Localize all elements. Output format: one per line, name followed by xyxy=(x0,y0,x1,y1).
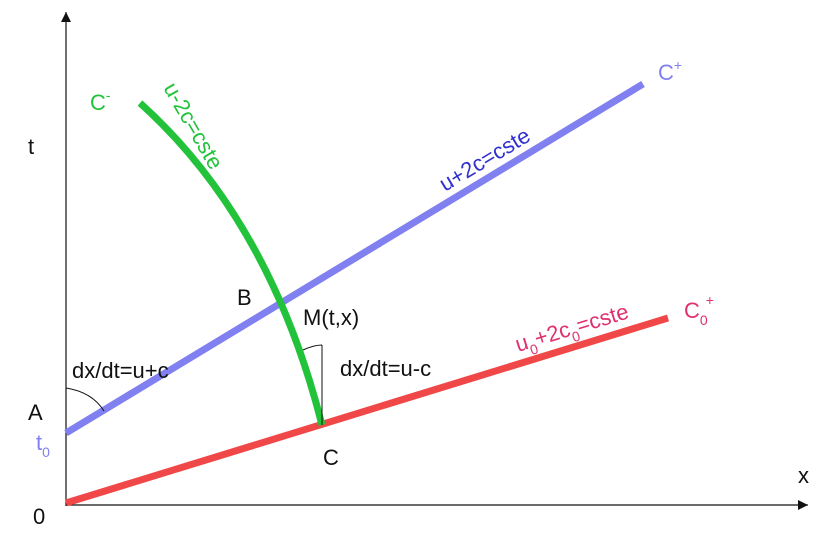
t-axis-label: t xyxy=(28,134,34,159)
origin-label: 0 xyxy=(33,504,45,529)
c-minus-curve xyxy=(137,100,326,426)
c-minus-label: C- xyxy=(90,87,111,115)
c-plus-label: C+ xyxy=(658,57,682,85)
c0-plus-label: C0+ xyxy=(684,292,714,328)
t0-label: t0 xyxy=(36,430,50,460)
slope-at-a: dx/dt=u+c xyxy=(72,358,169,383)
point-c: C xyxy=(323,445,339,470)
x-axis-label: x xyxy=(798,463,809,488)
slope-at-m: dx/dt=u-c xyxy=(340,356,431,381)
c0-plus-line xyxy=(64,314,670,507)
point-m: M(t,x) xyxy=(303,305,359,330)
angle-mark-m xyxy=(302,344,323,351)
c0-plus-invariant: u0+2c0=cste xyxy=(512,299,633,362)
point-b: B xyxy=(237,285,252,310)
c-plus-line xyxy=(64,81,645,436)
angle-mark-a xyxy=(65,387,105,412)
point-a: A xyxy=(28,400,43,425)
